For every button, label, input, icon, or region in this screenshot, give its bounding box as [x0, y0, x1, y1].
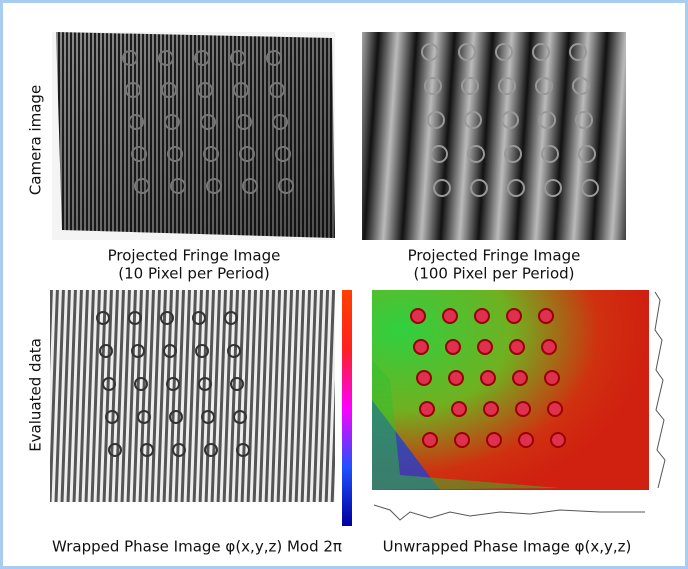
colorbar — [342, 290, 352, 526]
wrapped-phase-image — [50, 290, 335, 502]
fringe-image-100 — [362, 32, 626, 240]
marker — [417, 371, 431, 385]
row-label: Camera image — [27, 85, 45, 195]
marker — [449, 371, 463, 385]
marker — [423, 433, 437, 447]
figure: Camera image Evaluated data Projected Fr… — [0, 0, 688, 569]
marker — [452, 402, 466, 416]
marker — [411, 309, 425, 323]
marker — [513, 371, 527, 385]
row-label: Evaluated data — [27, 338, 45, 452]
marker — [478, 340, 492, 354]
caption: Projected Fringe Image — [408, 247, 581, 265]
marker — [519, 433, 533, 447]
marker — [551, 433, 565, 447]
marker — [545, 371, 559, 385]
marker — [516, 402, 530, 416]
marker — [507, 309, 521, 323]
marker — [539, 309, 553, 323]
caption: (10 Pixel per Period) — [118, 265, 269, 283]
marker — [420, 402, 434, 416]
caption: Projected Fringe Image — [108, 247, 281, 265]
marker — [443, 309, 457, 323]
caption: Wrapped Phase Image φ(x,y,z) Mod 2π — [52, 538, 342, 556]
marker — [510, 340, 524, 354]
caption: Unwrapped Phase Image φ(x,y,z) — [383, 538, 632, 556]
marker — [548, 402, 562, 416]
marker — [414, 340, 428, 354]
unwrapped-phase-image — [372, 290, 665, 520]
marker — [455, 433, 469, 447]
marker — [487, 433, 501, 447]
marker — [484, 402, 498, 416]
caption: (100 Pixel per Period) — [413, 265, 574, 283]
marker — [542, 340, 556, 354]
marker — [475, 309, 489, 323]
marker — [481, 371, 495, 385]
marker — [446, 340, 460, 354]
fringe-image-10 — [52, 32, 335, 240]
